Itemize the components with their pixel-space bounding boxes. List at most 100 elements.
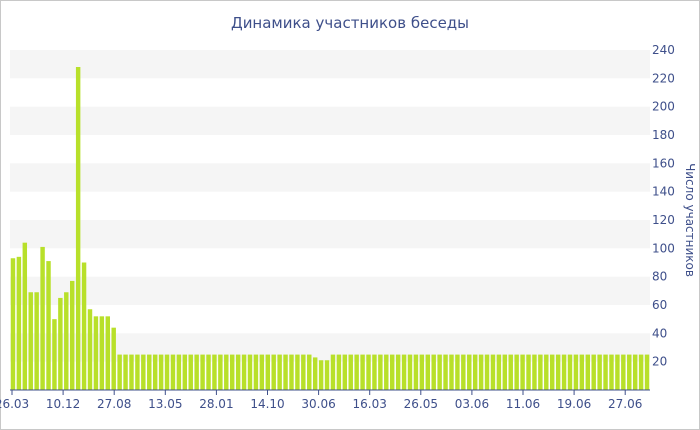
bar: [490, 354, 496, 390]
x-tick-label: 26.03: [0, 397, 29, 411]
bar: [224, 354, 229, 390]
bar: [200, 354, 205, 390]
bar: [484, 354, 490, 390]
background-band: [10, 50, 650, 79]
y-tick-label: 20: [652, 355, 667, 369]
x-tick-label: 10.12: [46, 397, 80, 411]
bar: [170, 354, 176, 390]
bar: [449, 354, 454, 390]
bar: [182, 354, 188, 390]
bar: [52, 319, 57, 390]
bar: [514, 354, 519, 390]
bar: [632, 354, 638, 390]
bar: [117, 354, 122, 390]
bar: [384, 354, 389, 390]
x-tick-label: 03.06: [455, 397, 489, 411]
bar: [58, 297, 63, 390]
background-band: [10, 276, 650, 305]
bar: [176, 354, 182, 390]
y-axis-title: Число участников: [683, 163, 697, 277]
bar: [597, 354, 602, 390]
y-tick-label: 180: [652, 128, 675, 142]
bar: [502, 354, 508, 390]
bar: [295, 354, 300, 390]
bar: [526, 354, 531, 390]
bar: [105, 316, 110, 390]
y-tick-label: 220: [652, 71, 675, 85]
background-band: [10, 220, 650, 249]
bar: [135, 354, 140, 390]
bar: [123, 354, 128, 390]
bar: [585, 354, 590, 390]
bar: [158, 354, 164, 390]
y-axis-ticks: 20 40 60 80 100 120 140 160 180 200 220 240: [652, 43, 675, 369]
bar: [301, 354, 306, 390]
bar: [520, 354, 525, 390]
bar: [603, 354, 608, 390]
x-tick-label: 30.06: [301, 397, 335, 411]
bar: [277, 354, 282, 390]
bar: [164, 354, 170, 390]
bar: [40, 246, 45, 390]
background-band: [10, 163, 650, 192]
bar: [46, 261, 51, 390]
bar: [147, 354, 152, 390]
bar: [93, 316, 99, 390]
y-tick-label: 120: [652, 213, 675, 227]
bar: [550, 354, 555, 390]
bar: [544, 354, 549, 390]
bar: [22, 242, 28, 390]
bar: [206, 354, 211, 390]
bar: [16, 256, 22, 390]
bar: [395, 354, 401, 390]
background-bands: [10, 50, 650, 362]
bar: [621, 354, 626, 390]
bar: [615, 354, 620, 390]
bar: [64, 292, 69, 390]
bar: [34, 292, 39, 390]
bar: [467, 354, 472, 390]
bar: [324, 360, 330, 390]
bar: [99, 316, 105, 390]
bar: [188, 354, 193, 390]
x-tick-label: 28.01: [199, 397, 233, 411]
bar: [218, 354, 223, 390]
bar: [567, 354, 573, 390]
bar: [312, 357, 318, 390]
bar: [230, 354, 235, 390]
bar: [401, 354, 407, 390]
bar: [318, 360, 324, 390]
bar: [265, 354, 270, 390]
bar: [70, 280, 75, 390]
x-tick-label: 19.06: [557, 397, 591, 411]
bar: [141, 354, 146, 390]
bar: [81, 262, 87, 390]
bar: [431, 354, 436, 390]
y-tick-label: 80: [652, 270, 667, 284]
bar: [111, 327, 116, 390]
x-tick-label: 27.08: [97, 397, 131, 411]
bar: [129, 354, 134, 390]
y-tick-label: 140: [652, 185, 675, 199]
bar: [87, 309, 93, 390]
bar: [372, 354, 377, 390]
bar: [407, 354, 413, 390]
background-band: [10, 333, 650, 362]
y-tick-label: 100: [652, 241, 675, 255]
bar: [152, 354, 158, 390]
bar: [212, 354, 217, 390]
bar: [638, 354, 644, 390]
bar: [390, 354, 395, 390]
bar: [478, 354, 484, 390]
bar: [644, 354, 650, 390]
bar: [461, 354, 466, 390]
x-tick-label: 11.06: [506, 397, 540, 411]
bar: [579, 354, 585, 390]
background-band: [10, 106, 650, 135]
bar: [413, 354, 419, 390]
bar: [10, 258, 16, 390]
bar: [259, 354, 265, 390]
bar: [437, 354, 442, 390]
x-tick-label: 26.05: [404, 397, 438, 411]
